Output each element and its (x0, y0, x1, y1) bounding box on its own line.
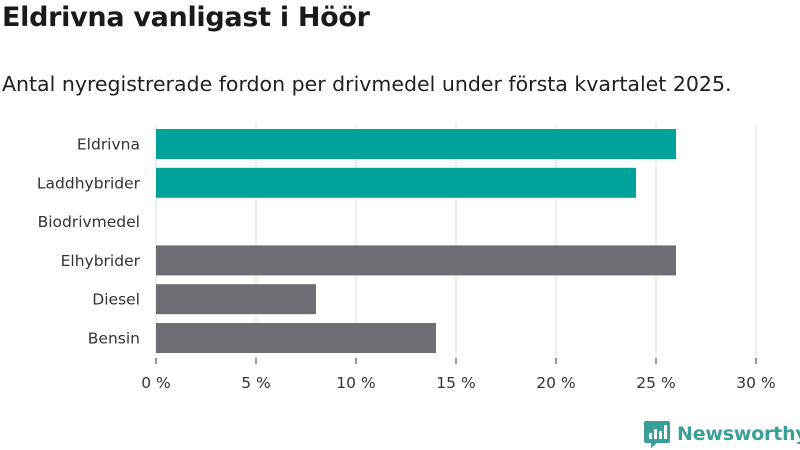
category-label: Elhybrider (61, 252, 141, 270)
category-label: Eldrivna (77, 136, 140, 154)
x-tick-label: 20 % (536, 374, 575, 392)
category-label: Biodrivmedel (38, 213, 140, 231)
x-tick-label: 10 % (336, 374, 375, 392)
bar (156, 167, 636, 198)
category-label: Laddhybrider (37, 174, 141, 192)
x-tick-label: 30 % (736, 374, 775, 392)
newsworthy-logo-icon (644, 421, 670, 448)
bar (156, 323, 436, 353)
x-tick-label: 5 % (241, 374, 271, 392)
x-tick-label: 0 % (141, 374, 171, 392)
category-label: Bensin (88, 330, 140, 348)
x-tick-label: 15 % (436, 374, 475, 392)
bar (156, 245, 676, 276)
brand-logo: Newsworthy (643, 419, 800, 449)
category-label: Diesel (92, 291, 140, 309)
chart-title: Eldrivna vanligast i Höör (2, 2, 370, 33)
x-tick-label: 25 % (636, 374, 675, 392)
brand-name: Newsworthy (677, 423, 800, 445)
bar (156, 284, 316, 315)
bar (156, 129, 676, 159)
chart-subtitle: Antal nyregistrerade fordon per drivmede… (2, 72, 732, 96)
